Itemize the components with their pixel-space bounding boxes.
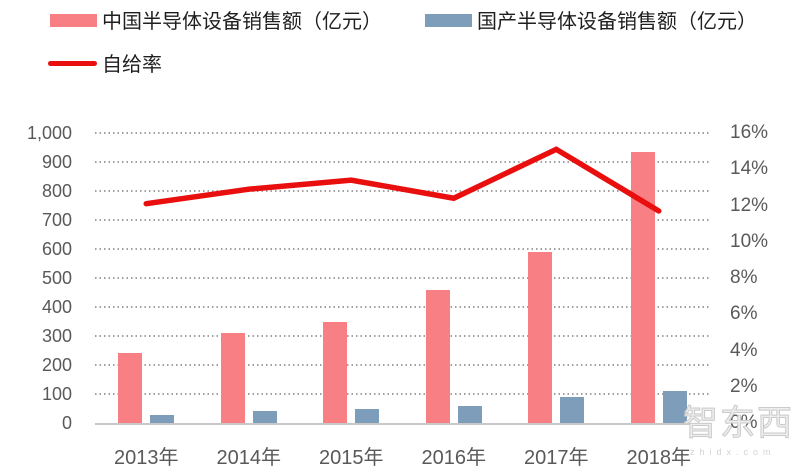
bar-domestic-sales [457,406,482,423]
left-axis-tick: 300 [41,326,72,346]
gridline [95,132,710,134]
left-axis-tick: 700 [41,210,72,230]
x-axis-tick: 2017年 [524,447,589,469]
x-axis-tick: 2015年 [319,447,384,469]
bar-domestic-sales [355,409,380,423]
bar-domestic-sales [662,391,687,423]
legend-swatch-self-sufficiency-line [48,61,97,66]
gridline [95,393,710,395]
bar-china-sales [425,289,450,423]
left-axis-tick: 900 [41,152,72,172]
legend-label-china-sales: 中国半导体设备销售额（亿元） [102,9,382,33]
bar-china-sales [118,353,143,423]
gridline [95,306,710,308]
self-sufficiency-line [143,146,662,214]
left-axis-tick: 1,000 [26,123,72,143]
left-axis-tick: 500 [41,268,72,288]
left-axis-tick-labels: 1,000 900 800 700 600 500 400 300 200 100 0 [0,123,72,433]
right-axis-tick: 4% [730,339,758,361]
bar-china-sales [220,333,245,423]
left-axis-tick: 0 [61,413,72,433]
plot-area [95,132,710,425]
right-axis-tick: 12% [730,194,769,216]
right-axis-tick: 14% [730,158,769,180]
left-axis-tick: 200 [41,355,72,375]
x-axis-tick: 2016年 [421,447,487,469]
gridline [95,335,710,337]
x-axis-tick: 2013年 [114,447,179,469]
legend-swatch-domestic-sales [425,14,472,27]
legend-label-domestic-sales: 国产半导体设备销售额（亿元） [477,9,757,33]
gridline [95,364,710,366]
bar-domestic-sales [252,411,277,423]
bar-china-sales [323,321,348,423]
right-axis-tick: 0% [730,412,758,433]
bar-domestic-sales [560,397,585,423]
legend-swatch-china-sales [50,14,97,27]
right-axis-tick: 16% [730,122,769,143]
gridline [95,219,710,221]
x-axis-tick: 2018年 [626,447,692,469]
bar-china-sales [528,251,553,423]
legend-label-self-sufficiency: 自给率 [102,52,162,76]
watermark-logo: 智东西 [682,404,795,443]
right-axis-tick-labels: 16% 14% 12% 10% 8% 6% 4% 2% 0% [730,123,796,433]
bar-domestic-sales [150,414,175,423]
x-axis-tick-labels: 2013年 2014年 2015年 2016年 2017年 2018年 [95,441,710,469]
left-axis-tick: 400 [41,297,72,317]
left-axis-tick: 800 [41,181,72,201]
left-axis-tick: 600 [41,239,72,259]
left-axis-tick: 100 [41,384,72,404]
gridline [95,277,710,279]
right-axis-tick: 2% [730,375,758,397]
gridline [95,248,710,250]
watermark-url: zhidx.com [690,447,776,457]
right-axis-tick: 6% [730,303,758,325]
gridline [95,161,710,163]
right-axis-tick: 10% [730,230,769,252]
right-axis-tick: 8% [730,267,758,288]
x-axis-tick: 2014年 [216,447,282,469]
